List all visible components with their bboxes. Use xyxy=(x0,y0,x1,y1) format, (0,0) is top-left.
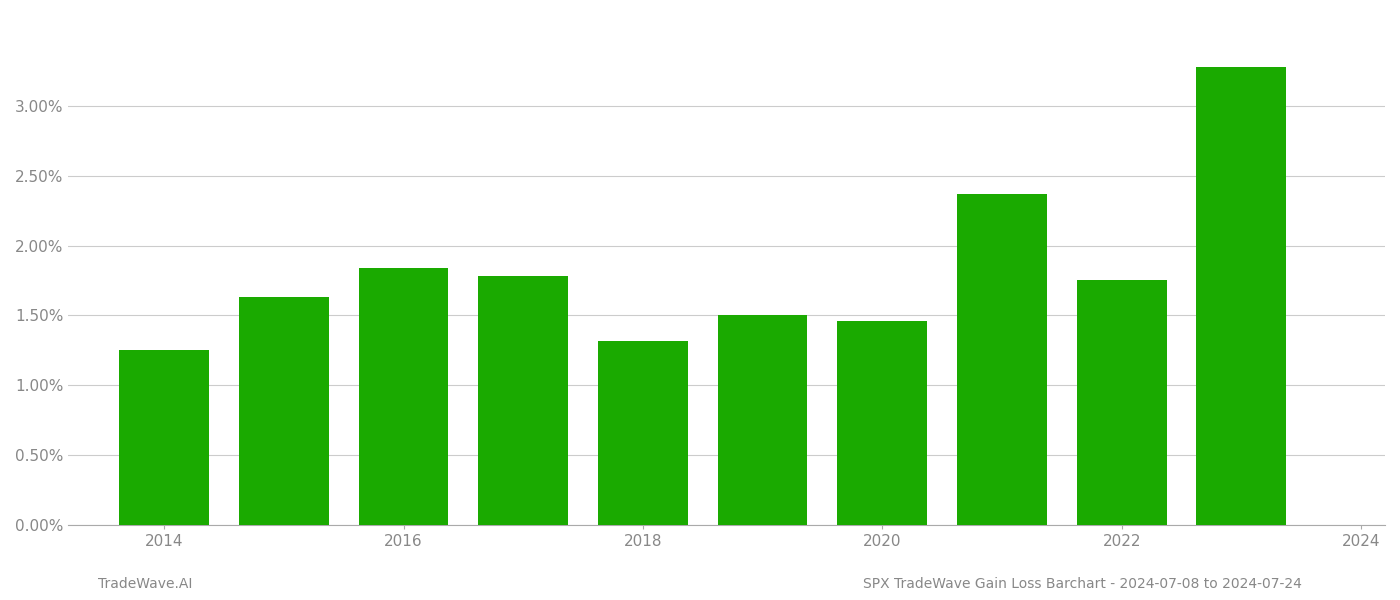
Bar xyxy=(1077,280,1166,525)
Bar xyxy=(239,297,329,525)
Bar xyxy=(837,321,927,525)
Bar xyxy=(119,350,209,525)
Text: TradeWave.AI: TradeWave.AI xyxy=(98,577,192,591)
Bar xyxy=(958,194,1047,525)
Text: SPX TradeWave Gain Loss Barchart - 2024-07-08 to 2024-07-24: SPX TradeWave Gain Loss Barchart - 2024-… xyxy=(864,577,1302,591)
Bar xyxy=(479,276,568,525)
Bar xyxy=(718,316,808,525)
Bar xyxy=(1197,67,1287,525)
Bar xyxy=(358,268,448,525)
Bar xyxy=(598,341,687,525)
